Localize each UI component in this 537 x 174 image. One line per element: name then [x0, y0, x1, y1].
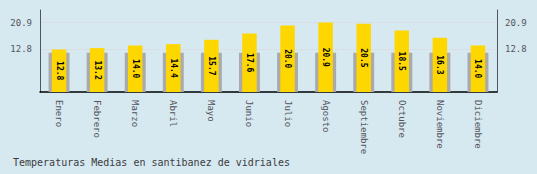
svg-text:Enero: Enero [54, 100, 64, 127]
svg-text:Noviembre: Noviembre [435, 100, 445, 149]
svg-text:13.2: 13.2 [93, 60, 102, 79]
svg-text:20.5: 20.5 [359, 48, 368, 67]
svg-text:Septiembre: Septiembre [359, 100, 369, 154]
svg-text:20.0: 20.0 [283, 49, 292, 68]
svg-text:Febrero: Febrero [92, 100, 102, 138]
svg-text:17.6: 17.6 [245, 53, 254, 72]
svg-text:Agosto: Agosto [321, 100, 331, 133]
svg-text:Marzo: Marzo [130, 100, 140, 127]
svg-text:14.0: 14.0 [473, 59, 482, 78]
svg-text:20.9: 20.9 [10, 18, 32, 28]
svg-text:20.9: 20.9 [321, 48, 330, 67]
svg-text:12.8: 12.8 [10, 44, 32, 54]
svg-text:Junio: Junio [244, 100, 254, 127]
svg-text:Abril: Abril [168, 100, 178, 127]
svg-text:Julio: Julio [283, 100, 293, 127]
svg-text:Temperaturas Medias en santiba: Temperaturas Medias en santibanez de vid… [13, 157, 290, 168]
svg-text:15.7: 15.7 [207, 56, 216, 75]
svg-text:14.0: 14.0 [131, 59, 140, 78]
svg-text:Diciembre: Diciembre [473, 100, 483, 149]
svg-text:18.5: 18.5 [397, 52, 406, 71]
svg-text:16.3: 16.3 [435, 55, 444, 74]
svg-text:Octubre: Octubre [397, 100, 407, 138]
svg-text:Mayo: Mayo [206, 100, 216, 122]
svg-text:12.8: 12.8 [505, 44, 527, 54]
svg-text:14.4: 14.4 [169, 58, 178, 77]
svg-text:12.8: 12.8 [55, 61, 64, 80]
svg-text:20.9: 20.9 [505, 18, 527, 28]
